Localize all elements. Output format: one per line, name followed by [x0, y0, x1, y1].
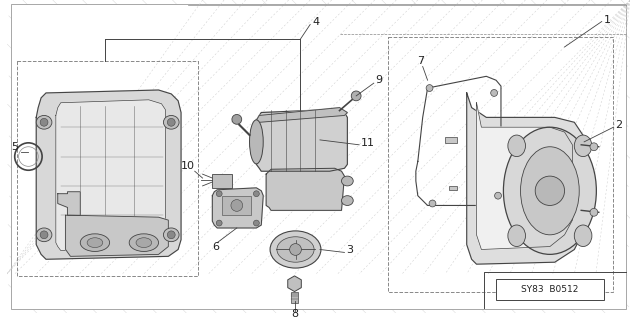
- Polygon shape: [212, 188, 263, 228]
- Polygon shape: [56, 100, 166, 251]
- Ellipse shape: [36, 116, 52, 129]
- Polygon shape: [36, 90, 181, 259]
- Circle shape: [216, 191, 222, 197]
- Text: 6: 6: [211, 242, 218, 252]
- Polygon shape: [256, 109, 347, 171]
- Text: 9: 9: [376, 75, 383, 85]
- Circle shape: [168, 118, 175, 126]
- Circle shape: [429, 200, 436, 207]
- Circle shape: [426, 84, 433, 92]
- Ellipse shape: [277, 237, 314, 262]
- Ellipse shape: [341, 196, 354, 205]
- Bar: [389, 37, 613, 292]
- Polygon shape: [266, 168, 345, 210]
- Polygon shape: [66, 215, 168, 256]
- Ellipse shape: [575, 135, 592, 156]
- Circle shape: [40, 231, 48, 239]
- Text: 3: 3: [347, 245, 354, 255]
- Ellipse shape: [164, 116, 179, 129]
- Text: 8: 8: [291, 309, 298, 319]
- Text: 2: 2: [615, 120, 622, 130]
- Ellipse shape: [164, 228, 179, 242]
- Circle shape: [216, 220, 222, 226]
- Bar: [290, 292, 299, 303]
- Ellipse shape: [36, 228, 52, 242]
- Text: 10: 10: [181, 161, 195, 171]
- Circle shape: [254, 220, 259, 226]
- Circle shape: [231, 200, 243, 211]
- Ellipse shape: [503, 127, 596, 254]
- Circle shape: [590, 208, 598, 216]
- Ellipse shape: [575, 225, 592, 246]
- Circle shape: [290, 244, 301, 255]
- Ellipse shape: [520, 147, 579, 235]
- Circle shape: [490, 90, 497, 96]
- Ellipse shape: [136, 238, 152, 248]
- Ellipse shape: [508, 225, 526, 246]
- Bar: [496, 279, 604, 300]
- Circle shape: [535, 176, 564, 205]
- Circle shape: [494, 192, 501, 199]
- Text: 4: 4: [312, 17, 319, 27]
- Circle shape: [351, 91, 361, 101]
- Bar: [445, 137, 457, 143]
- Text: 1: 1: [604, 15, 611, 25]
- Polygon shape: [58, 192, 80, 215]
- Circle shape: [40, 118, 48, 126]
- Circle shape: [254, 191, 259, 197]
- Text: 11: 11: [361, 138, 375, 148]
- Bar: [449, 186, 457, 190]
- Text: 5: 5: [11, 142, 18, 152]
- Bar: [17, 61, 197, 276]
- Text: 7: 7: [417, 56, 424, 66]
- Ellipse shape: [341, 176, 354, 186]
- Circle shape: [232, 115, 241, 124]
- Bar: [222, 196, 252, 215]
- Ellipse shape: [87, 238, 103, 248]
- Bar: [212, 174, 232, 188]
- Ellipse shape: [129, 234, 159, 252]
- Text: SY83  B0512: SY83 B0512: [521, 285, 578, 294]
- Polygon shape: [256, 108, 347, 122]
- Ellipse shape: [270, 231, 321, 268]
- Polygon shape: [467, 93, 584, 264]
- Ellipse shape: [250, 120, 263, 164]
- Polygon shape: [476, 103, 573, 250]
- Ellipse shape: [80, 234, 110, 252]
- Ellipse shape: [508, 135, 526, 156]
- Circle shape: [590, 143, 598, 151]
- Circle shape: [168, 231, 175, 239]
